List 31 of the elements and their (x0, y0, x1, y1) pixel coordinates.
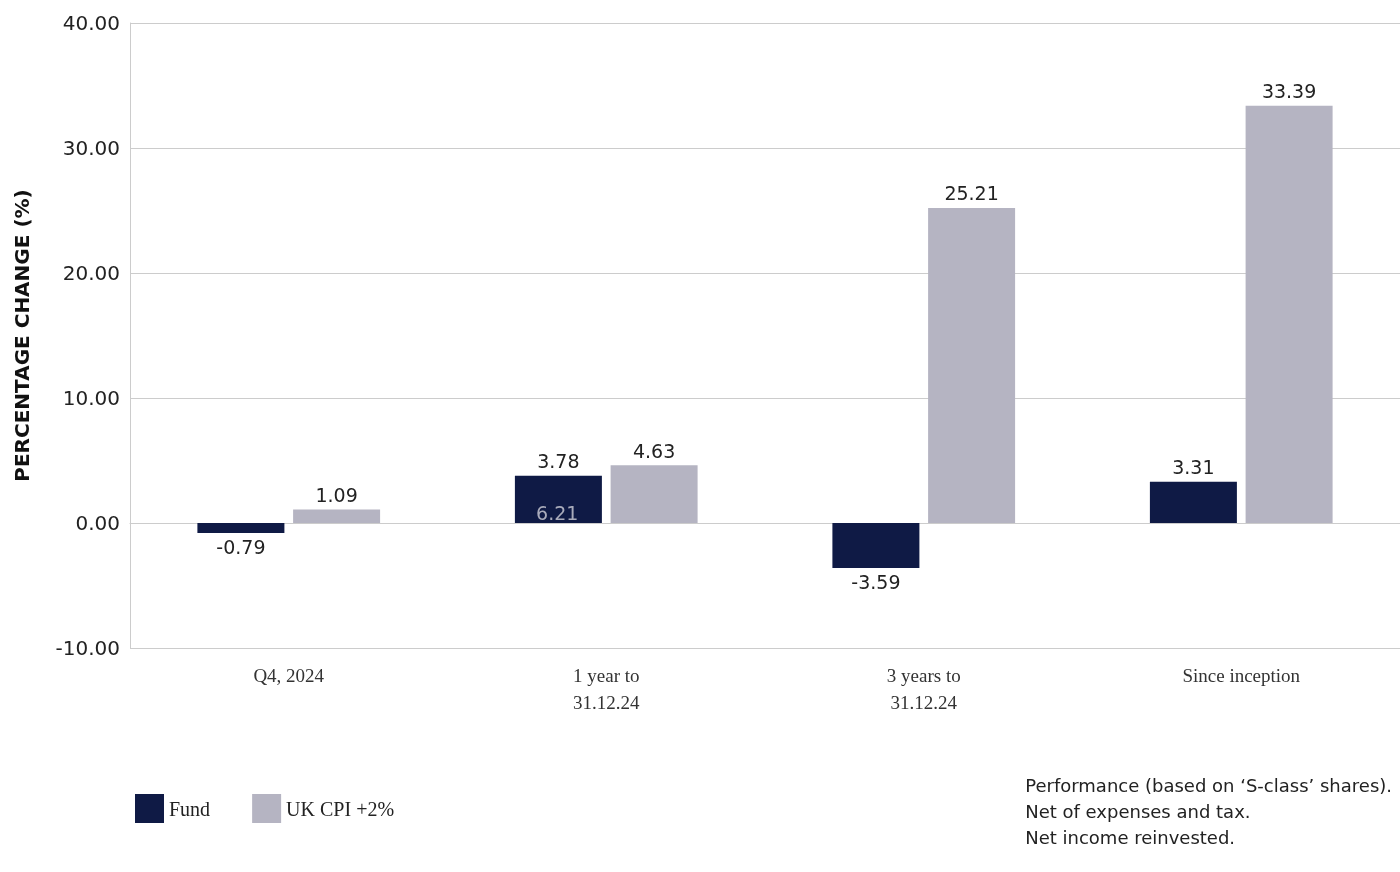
legend-label: UK CPI +2% (286, 797, 395, 820)
legend-label: Fund (169, 797, 211, 820)
y-tick-label: 30.00 (62, 136, 120, 160)
y-tick-label: 10.00 (62, 386, 120, 410)
y-tick-label: 0.00 (75, 511, 120, 535)
data-label: 1.09 (315, 483, 358, 506)
data-label: -3.59 (851, 571, 901, 594)
data-label: -0.79 (216, 536, 266, 559)
data-label: 4.63 (632, 439, 676, 462)
annotation: 6.21 (536, 502, 579, 524)
bar (610, 465, 698, 523)
bar (197, 523, 285, 533)
data-label: 25.21 (944, 182, 999, 205)
bar (1245, 105, 1333, 523)
y-tick-label: 20.00 (62, 261, 120, 285)
x-tick-label: 1 year to 31.12.24 (573, 665, 640, 713)
y-tick-label: 40.00 (62, 11, 120, 35)
y-axis-title: PERCENTAGE CHANGE (%) (10, 189, 34, 482)
data-label: 3.31 (1172, 456, 1215, 479)
bar (293, 509, 381, 523)
bar (928, 207, 1016, 523)
x-tick-label: 3 years to 31.12.24 (886, 665, 961, 713)
y-tick-label: -10.00 (55, 636, 120, 660)
x-tick-label: Since inception (1182, 665, 1301, 686)
text: Performance (based on ‘S-class’ shares). Net of expenses and tax. Net income reinvested. (1025, 774, 1392, 848)
data-label: 33.39 (1261, 80, 1317, 103)
bar (832, 523, 920, 568)
x-tick-label: Q4, 2024 (253, 665, 325, 686)
bar (514, 475, 602, 523)
bar (1149, 481, 1237, 523)
data-label: 3.78 (537, 450, 580, 473)
